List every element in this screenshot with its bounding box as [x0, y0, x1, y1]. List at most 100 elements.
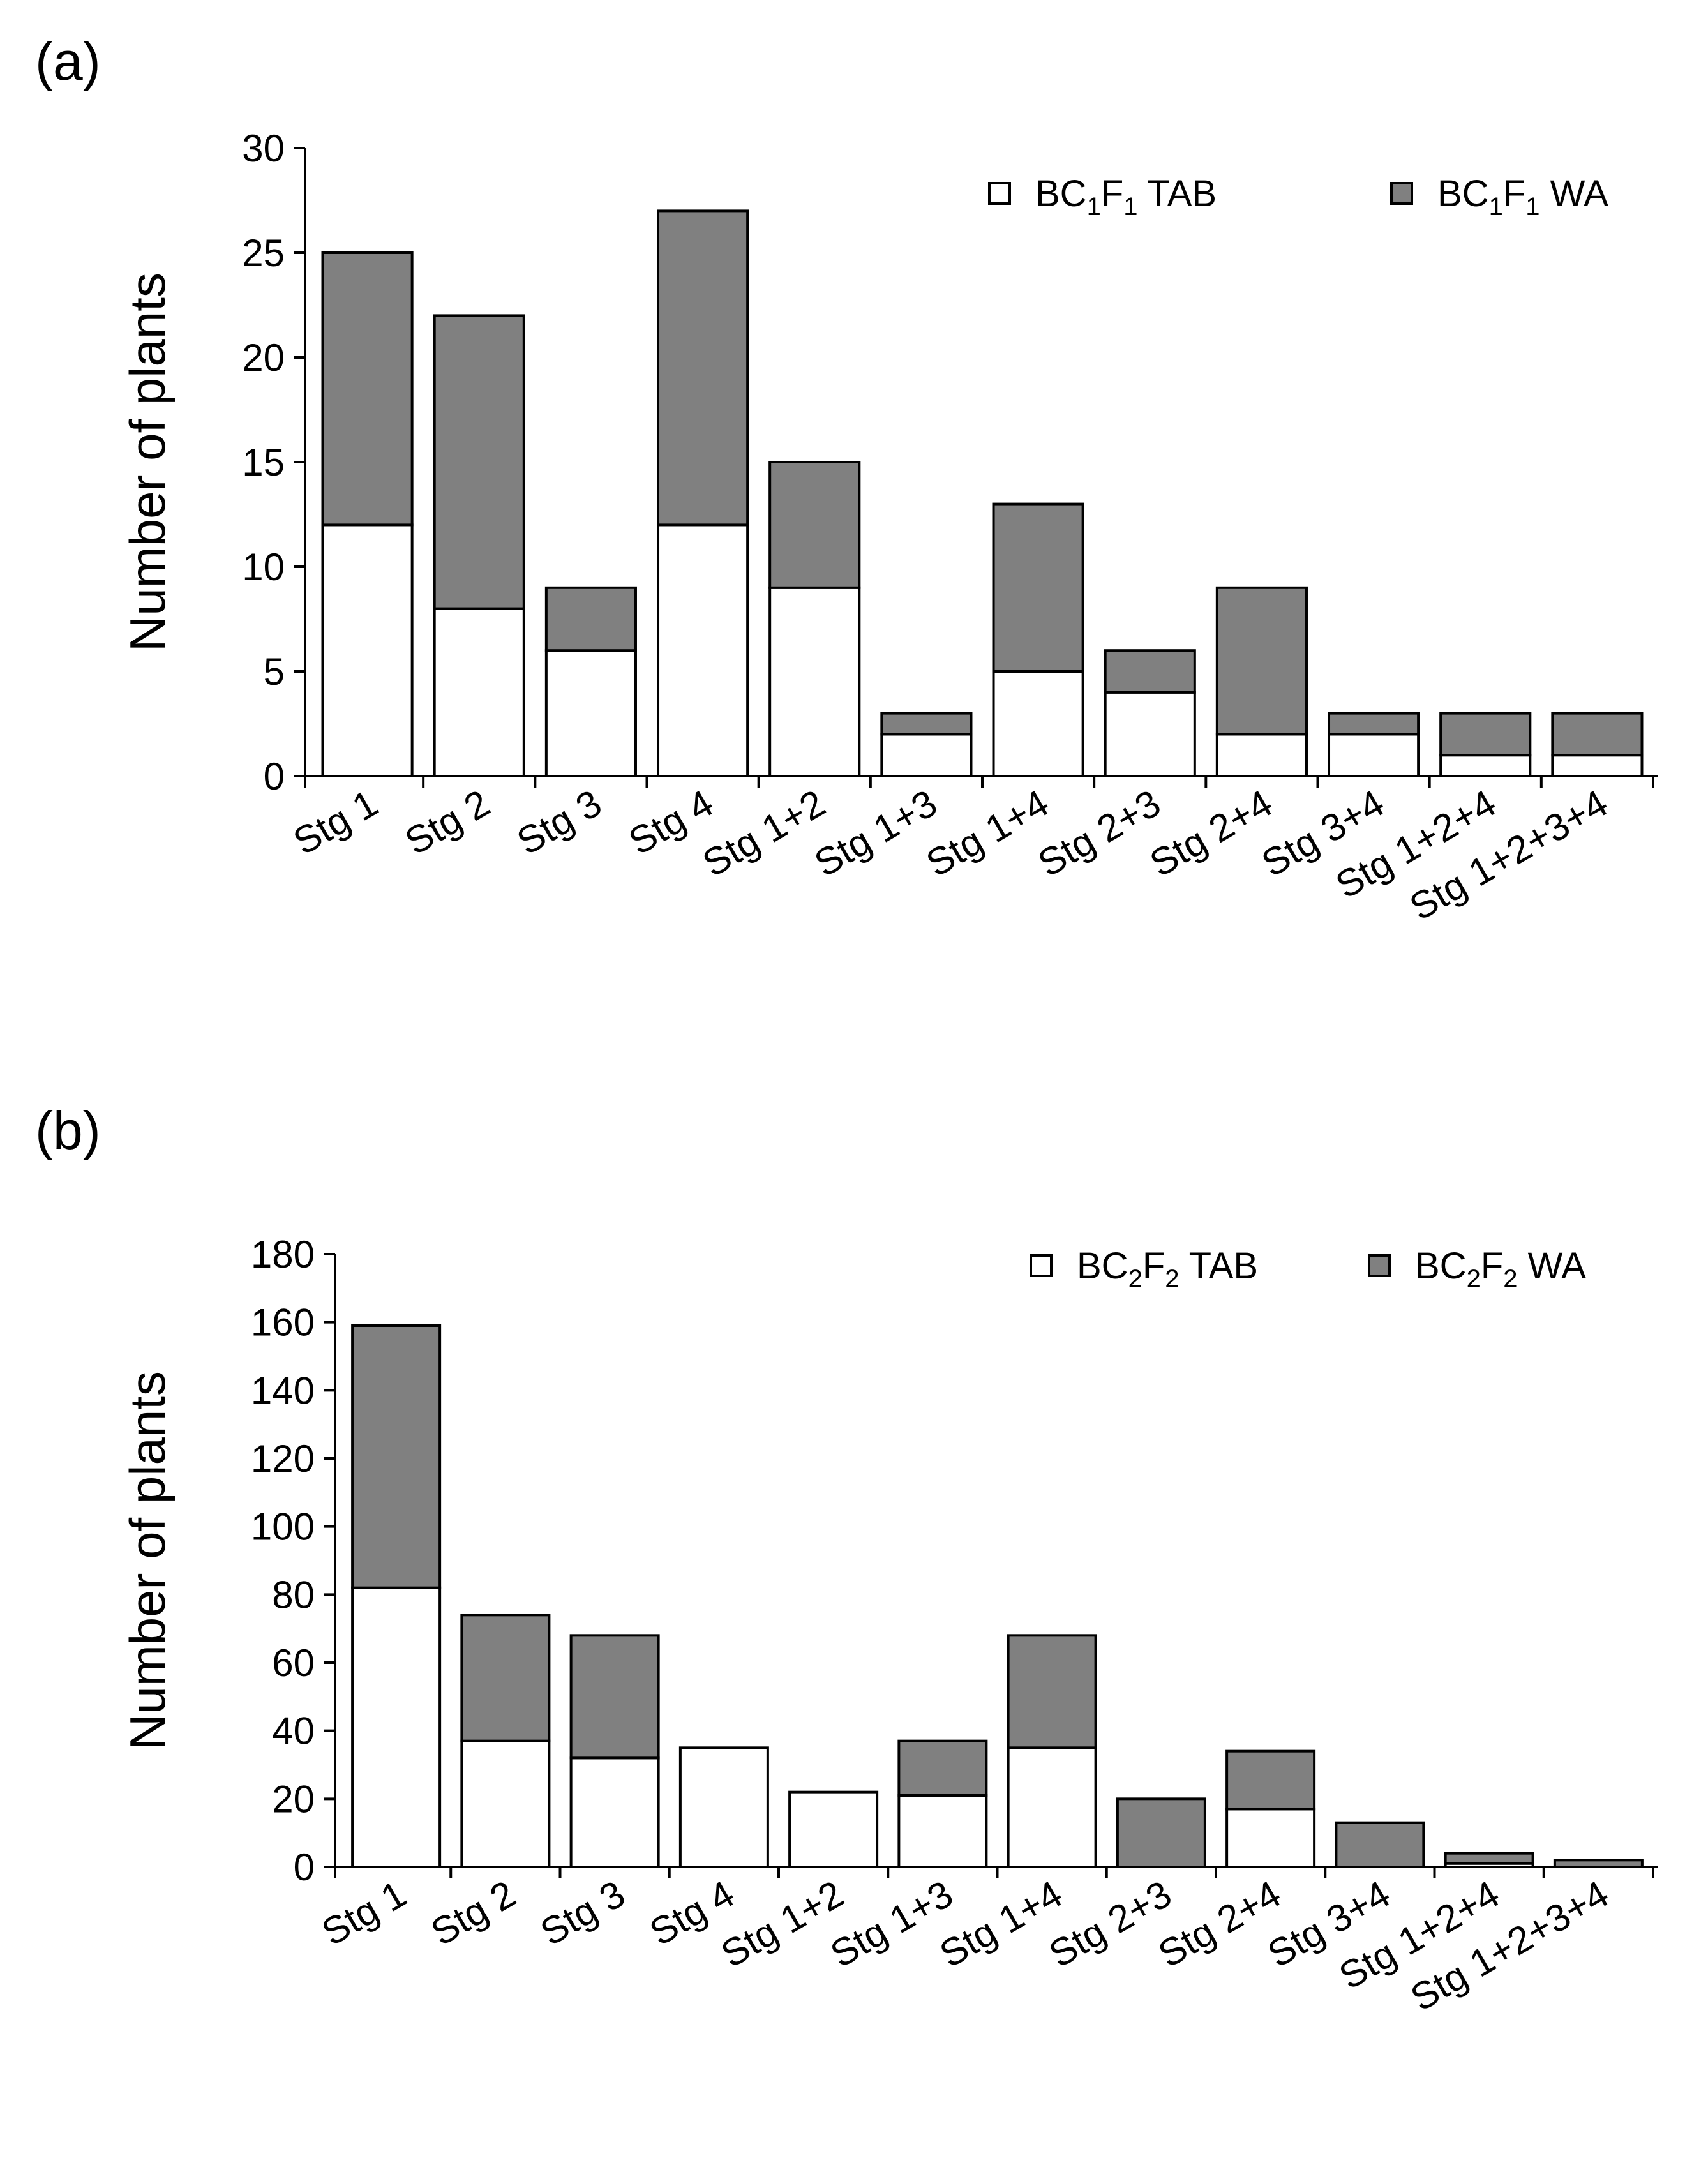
chart-0-bar-tab-7: [1104, 691, 1196, 778]
chart-0-bar-tab-10: [1439, 754, 1532, 777]
chart-1-bar-wa-10: [1444, 1852, 1534, 1865]
legend-label-part: F: [1142, 1245, 1165, 1287]
chart-1-category-label: Stg 1+3: [823, 1872, 960, 1975]
chart-1-y-tick-label: 100: [251, 1506, 315, 1548]
chart-1: (b) Number of plants 0 20 40 60 80 100 120 140 160…: [35, 1100, 1658, 2019]
legend-label-part: 2: [1503, 1265, 1517, 1293]
chart-1-category-label: Stg 1: [315, 1872, 414, 1954]
chart-0-bar-wa-4: [768, 461, 861, 589]
legend-label-part: BC: [1035, 173, 1087, 214]
chart-0-bar-tab-3: [657, 523, 749, 778]
chart-1-bar-tab-5: [897, 1794, 988, 1868]
chart-1-bar-wa-5: [897, 1739, 988, 1797]
chart-0-bar-wa-5: [880, 712, 973, 736]
legend-label-part: F: [1101, 173, 1123, 214]
chart-1-y-tick-label: 20: [272, 1778, 315, 1820]
chart-0-legend-swatch-wa: [1390, 182, 1413, 205]
legend-label-part: 2: [1467, 1265, 1481, 1293]
chart-1-legend-label-tab: BC2F2 TAB: [1077, 1245, 1258, 1293]
chart-0-bar-wa-8: [1215, 586, 1308, 736]
chart-0-legend-label-wa: BC1F1 WA: [1437, 173, 1608, 221]
chart-0-y-tick-label: 20: [242, 336, 285, 379]
legend-label-part: 1: [1525, 193, 1539, 221]
chart-0-bar-wa-0: [321, 251, 414, 527]
chart-1-bar-tab-8: [1225, 1808, 1316, 1868]
legend-label-part: 1: [1489, 193, 1503, 221]
chart-1-bar-tab-1: [460, 1739, 551, 1869]
chart-1-bar-tab-0: [351, 1586, 442, 1869]
chart-0-bar-tab-9: [1328, 733, 1420, 778]
chart-1-legend-swatch-wa: [1368, 1254, 1391, 1277]
chart-1-category-label: Stg 2+3: [1042, 1872, 1178, 1975]
legend-label-part: F: [1503, 173, 1525, 214]
chart-0-category-label: Stg 1+4: [919, 781, 1056, 885]
chart-1-y-tick-label: 80: [272, 1573, 315, 1616]
chart-0-bar-tab-6: [992, 670, 1084, 777]
chart-0-y-tick-label: 0: [264, 755, 285, 798]
legend-label-part: F: [1481, 1245, 1503, 1287]
chart-1-bar-wa-9: [1335, 1821, 1425, 1869]
chart-0-y-tick-label: 30: [242, 127, 285, 170]
chart-0-y-tick-label: 15: [242, 441, 285, 484]
chart-1-y-tick-label: 180: [251, 1233, 315, 1276]
chart-0-bar-wa-9: [1328, 712, 1420, 736]
chart-1-bar-wa-6: [1007, 1634, 1097, 1749]
legend-label-part: BC: [1077, 1245, 1128, 1287]
chart-0-bar-wa-6: [992, 502, 1084, 673]
legend-label-part: 2: [1128, 1265, 1142, 1293]
chart-0-bar-tab-4: [768, 586, 861, 777]
chart-1-bar-tab-4: [788, 1790, 879, 1869]
chart-0-category-label: Stg 1+3: [807, 781, 944, 885]
legend-label-part: TAB: [1180, 1245, 1259, 1287]
chart-1-legend-swatch-tab: [1030, 1254, 1053, 1277]
chart-1-bar-wa-0: [351, 1324, 442, 1589]
chart-1-bar-wa-1: [460, 1614, 551, 1742]
chart-1-bar-wa-8: [1225, 1749, 1316, 1811]
chart-0-bar-wa-10: [1439, 712, 1532, 757]
chart-1-bar-wa-2: [569, 1634, 660, 1760]
chart-0-y-axis-title: Number of plants: [119, 273, 176, 652]
chart-0-bar-tab-1: [433, 607, 525, 777]
chart-0-category-label: Stg 3: [510, 781, 609, 863]
chart-1-y-tick-label: 160: [251, 1301, 315, 1344]
legend-label-part: 1: [1123, 193, 1137, 221]
chart-1-bar-tab-6: [1007, 1746, 1097, 1868]
chart-1-legend-label-wa: BC2F2 WA: [1415, 1245, 1586, 1293]
chart-1-category-label: Stg 2: [424, 1872, 523, 1954]
chart-0-y-tick-label: 5: [264, 650, 285, 693]
chart-0-bar-wa-1: [433, 314, 525, 610]
chart-1-category-label: Stg 2+4: [1151, 1872, 1288, 1975]
chart-0-bar-wa-2: [544, 586, 637, 652]
legend-label-part: BC: [1415, 1245, 1467, 1287]
legend-label-part: WA: [1518, 1245, 1587, 1287]
legend-label-part: WA: [1540, 173, 1609, 214]
chart-0-category-label: Stg 2+4: [1142, 781, 1279, 885]
chart-1-y-tick-label: 120: [251, 1437, 315, 1480]
chart-1-category-label: Stg 3: [533, 1872, 632, 1954]
chart-0-bar-wa-11: [1551, 712, 1644, 757]
chart-0-bar-tab-2: [544, 649, 637, 778]
chart-1-category-label: Stg 1+2: [714, 1872, 851, 1975]
chart-1-bar-wa-7: [1116, 1797, 1206, 1868]
chart-0-legend-label-tab: BC1F1 TAB: [1035, 173, 1217, 221]
legend-label-part: BC: [1437, 173, 1489, 214]
chart-1-category-label: Stg 1+4: [933, 1872, 1069, 1975]
chart-0-category-label: Stg 1+2: [696, 781, 832, 885]
chart-1-bar-tab-3: [678, 1746, 769, 1868]
chart-0-y-tick-label: 10: [242, 546, 285, 588]
chart-1-y-tick-label: 0: [294, 1846, 315, 1889]
chart-0-bar-wa-3: [657, 209, 749, 527]
legend-label-part: 2: [1165, 1265, 1179, 1293]
chart-0-bar-tab-8: [1215, 733, 1308, 778]
chart-0-bar-tab-5: [880, 733, 973, 778]
chart-1-y-tick-label: 140: [251, 1369, 315, 1412]
chart-1-bar-tab-2: [569, 1756, 660, 1868]
chart-0-bar-tab-11: [1551, 754, 1644, 777]
chart-0-category-label: Stg 2: [398, 781, 497, 863]
chart-1-y-tick-label: 40: [272, 1710, 315, 1753]
chart-0-y-tick-label: 25: [242, 232, 285, 274]
chart-1-y-tick-label: 60: [272, 1642, 315, 1684]
chart-1-panel-label: (b): [35, 1100, 101, 1160]
